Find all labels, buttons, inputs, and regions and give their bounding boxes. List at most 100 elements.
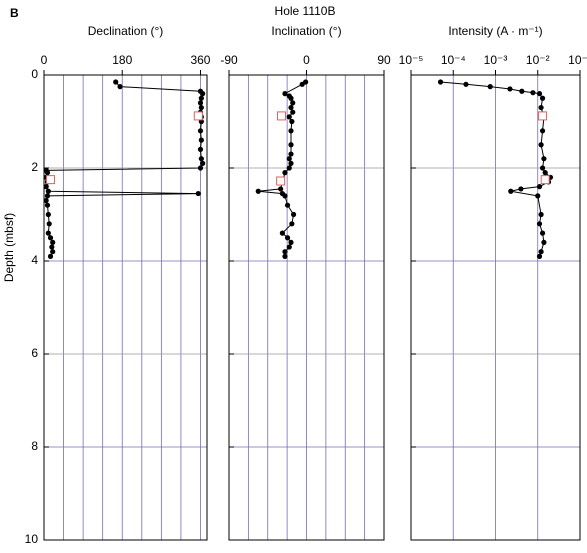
data-point [282, 253, 288, 259]
data-point [47, 253, 54, 259]
data-point [538, 211, 544, 218]
data-point [197, 100, 204, 106]
data-point [519, 88, 525, 94]
data-point [47, 235, 54, 241]
x-tick-label: 10⁻⁵ [399, 53, 424, 67]
data-line [45, 81, 204, 257]
plot-frame [410, 74, 581, 541]
data-point [198, 156, 204, 162]
data-point [49, 244, 55, 250]
y-tick-label: 4 [31, 253, 38, 267]
y-axis-label: Depth (mbsf) [2, 213, 16, 282]
data-point [290, 100, 296, 106]
panel-title: Inclination (°) [271, 24, 341, 38]
data-point [198, 95, 204, 101]
data-point [536, 221, 543, 227]
y-tick-label: 8 [31, 439, 38, 453]
data-point [286, 244, 292, 250]
data-point [539, 230, 546, 236]
x-tick-label: 90 [377, 53, 391, 67]
data-point [45, 188, 51, 194]
data-point [43, 184, 49, 190]
x-tick-label: 10⁻² [526, 53, 550, 67]
data-point [290, 211, 297, 218]
data-point [507, 86, 513, 92]
data-point [289, 221, 295, 227]
data-point [195, 190, 201, 197]
data-point [198, 137, 204, 143]
data-point [45, 230, 51, 236]
sample-square [540, 175, 550, 185]
data-point [117, 84, 123, 90]
panel-title: Declination (°) [88, 24, 164, 38]
y-tick-label: 0 [31, 67, 38, 81]
data-point [541, 239, 547, 245]
data-point [286, 165, 292, 171]
data-point [43, 197, 49, 204]
data-point [530, 90, 536, 96]
data-point [197, 165, 204, 171]
x-tick-label: 10⁻³ [484, 53, 508, 67]
x-tick-label: -90 [220, 53, 238, 67]
data-point [44, 202, 51, 208]
x-tick-label: 0 [303, 53, 310, 67]
data-point [46, 221, 52, 227]
data-point [200, 160, 206, 166]
y-tick-label: 6 [31, 346, 38, 360]
data-point [279, 230, 285, 236]
data-point [290, 109, 296, 115]
data-point [463, 81, 469, 87]
data-point [542, 170, 548, 176]
data-point [536, 253, 543, 259]
x-tick-label: 10⁻⁴ [441, 53, 466, 67]
plot-frame [228, 74, 385, 541]
sample-square [538, 111, 548, 121]
data-point [255, 188, 261, 194]
data-point [278, 186, 284, 192]
data-point [288, 104, 294, 111]
y-tick-label: 10 [25, 532, 39, 546]
data-point [200, 91, 206, 97]
data-point [538, 249, 544, 255]
data-point [487, 84, 493, 90]
data-point [518, 186, 524, 192]
data-point [538, 142, 544, 148]
data-line [258, 81, 306, 257]
data-point [289, 118, 295, 125]
data-point [536, 91, 543, 97]
sample-square [277, 111, 287, 121]
data-point [45, 211, 51, 218]
data-point [288, 128, 294, 134]
data-point [284, 202, 291, 208]
data-point [288, 151, 294, 157]
data-point [286, 156, 292, 162]
data-point [197, 146, 204, 152]
data-point [539, 95, 546, 101]
data-point [538, 104, 544, 111]
data-point [288, 142, 294, 148]
data-point [535, 193, 541, 199]
data-point [282, 91, 288, 97]
data-point [197, 128, 204, 134]
figure-title: Hole 1110B [275, 4, 336, 18]
data-point [198, 104, 204, 111]
data-point [44, 170, 51, 176]
data-point [282, 249, 288, 255]
data-point [44, 193, 51, 199]
data-point [508, 188, 514, 194]
panel-title: Intensity (A · m⁻¹) [448, 24, 542, 38]
data-point [282, 170, 288, 176]
data-point [541, 156, 547, 162]
data-point [288, 160, 294, 166]
x-tick-label: 180 [112, 53, 132, 67]
data-point [539, 165, 546, 171]
x-tick-label: 10⁻¹ [568, 53, 587, 67]
data-point [299, 81, 305, 87]
data-point [288, 239, 294, 245]
sample-square [46, 175, 56, 185]
data-point [437, 79, 444, 85]
sample-square [276, 176, 286, 186]
data-point [284, 235, 291, 241]
data-point [50, 249, 56, 255]
